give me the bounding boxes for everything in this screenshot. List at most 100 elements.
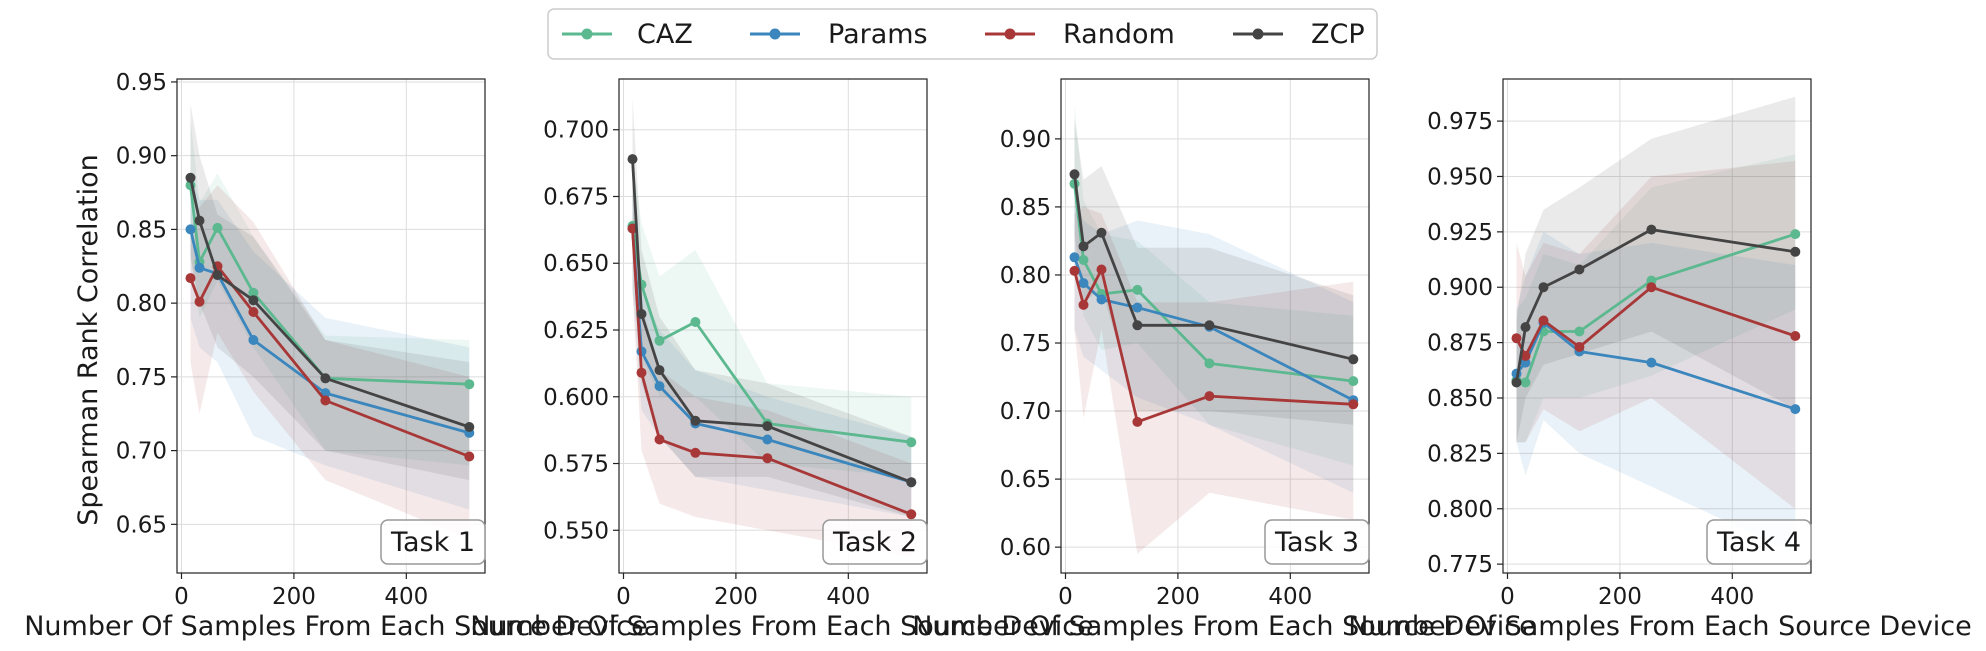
y-tick-label: 0.70 (116, 439, 167, 465)
data-point-caz (1078, 255, 1089, 265)
y-tick-label: 0.600 (543, 385, 609, 411)
band-zcp (1516, 96, 1796, 443)
y-tick-label: 0.95 (116, 70, 167, 96)
y-tick-label: 0.875 (1427, 331, 1493, 357)
panels: 0.650.700.750.800.850.900.950 200 400Task … (24, 70, 1972, 642)
data-point-zcp (212, 270, 223, 281)
legend-label-params: Params (828, 19, 928, 50)
y-tick-label: 0.975 (1427, 109, 1493, 135)
data-point-random (1538, 315, 1549, 326)
y-tick-label: 0.775 (1427, 552, 1493, 578)
y-tick-label: 0.550 (543, 518, 609, 544)
task-label-box (380, 519, 486, 565)
legend-item-random: Random (985, 19, 1175, 50)
task-label-box (1264, 519, 1370, 565)
band-zcp (632, 97, 912, 517)
y-tick-label: 0.65 (1000, 467, 1051, 493)
y-tick-label: 0.75 (1000, 331, 1051, 357)
data-point-random (1069, 265, 1080, 276)
y-tick-label: 0.85 (116, 217, 167, 243)
data-point-random (1511, 333, 1522, 344)
band-zcp (190, 104, 470, 481)
x-tick-label: 200 (714, 584, 758, 610)
legend-item-zcp: ZCP (1233, 19, 1365, 50)
x-tick-label: 0 (1058, 584, 1073, 610)
data-point-zcp (320, 373, 331, 384)
series-line-zcp (1515, 228, 1796, 383)
task-label-box (822, 519, 928, 565)
y-tick-label: 0.850 (1427, 386, 1493, 412)
data-point-random (1574, 342, 1585, 352)
data-point-random (1078, 299, 1089, 310)
legend-label-random: Random (1063, 19, 1175, 50)
task-label: Task 4 (1716, 527, 1801, 558)
band-params (190, 170, 470, 510)
data-point-zcp (1790, 246, 1801, 257)
data-point-params (1132, 302, 1143, 313)
y-tick-label: 0.650 (543, 251, 609, 277)
y-tick-label: 0.90 (116, 144, 167, 170)
y-tick-label: 0.60 (1000, 535, 1051, 561)
data-point-zcp (248, 295, 259, 306)
y-tick-label: 0.75 (116, 365, 167, 391)
x-axis-label: Number Of Samples From Each Source Devic… (24, 611, 648, 642)
data-point-zcp (636, 309, 647, 319)
y-tick-label: 0.625 (543, 318, 609, 344)
data-point-caz (1520, 377, 1531, 388)
y-tick-label: 0.950 (1427, 164, 1493, 190)
data-point-zcp (194, 215, 205, 226)
series-line-random (631, 228, 912, 516)
data-point-random (1790, 331, 1801, 341)
series-line-random (1073, 268, 1354, 424)
data-point-random (1520, 350, 1531, 361)
band-params (1074, 193, 1354, 493)
data-point-random (1348, 399, 1359, 410)
data-point-caz (906, 437, 917, 448)
y-tick-label: 0.575 (543, 452, 609, 478)
data-point-params (194, 262, 205, 273)
series-line-zcp (631, 159, 912, 484)
data-point-params (1096, 294, 1107, 305)
band-caz (1074, 104, 1354, 466)
series-line-zcp (1073, 174, 1354, 361)
x-tick-label: 200 (1598, 584, 1642, 610)
y-tick-label: 0.925 (1427, 220, 1493, 246)
data-point-params (185, 224, 196, 235)
data-point-random (1646, 282, 1657, 293)
band-params (632, 156, 912, 517)
legend: CAZ Params Random ZCP (547, 8, 1378, 60)
data-point-params (654, 381, 665, 392)
legend-marker-params (769, 28, 781, 40)
data-point-zcp (690, 415, 701, 426)
band-random (1516, 161, 1796, 509)
data-point-zcp (654, 365, 665, 376)
task-label: Task 1 (390, 527, 475, 558)
data-point-caz (1348, 376, 1359, 387)
data-point-zcp (1078, 241, 1089, 252)
data-point-random (636, 367, 647, 378)
series-line-caz (189, 185, 470, 386)
x-tick-label: 0 (616, 584, 631, 610)
data-point-caz (248, 287, 259, 298)
data-point-zcp (464, 422, 475, 432)
legend-item-caz: CAZ (562, 19, 693, 50)
legend-marker-caz (581, 28, 593, 40)
y-tick-label: 0.900 (1427, 275, 1493, 301)
task-label-box (1706, 519, 1812, 565)
data-point-random (654, 434, 665, 445)
data-point-params (1069, 252, 1080, 263)
y-tick-label: 0.90 (1000, 127, 1051, 153)
y-tick-label: 0.80 (116, 291, 167, 317)
x-tick-label: 0 (1500, 584, 1515, 610)
data-point-zcp (627, 154, 638, 165)
x-axis-label: Number Of Samples From Each Source Devic… (470, 611, 1094, 642)
y-tick-label: 0.80 (1000, 263, 1051, 289)
data-point-zcp (906, 477, 917, 488)
data-point-zcp (1574, 264, 1585, 275)
legend-label-caz: CAZ (637, 19, 693, 50)
plot-frame (176, 78, 486, 574)
data-point-params (1790, 404, 1801, 415)
data-point-zcp (1538, 282, 1549, 293)
data-point-params (248, 335, 259, 345)
